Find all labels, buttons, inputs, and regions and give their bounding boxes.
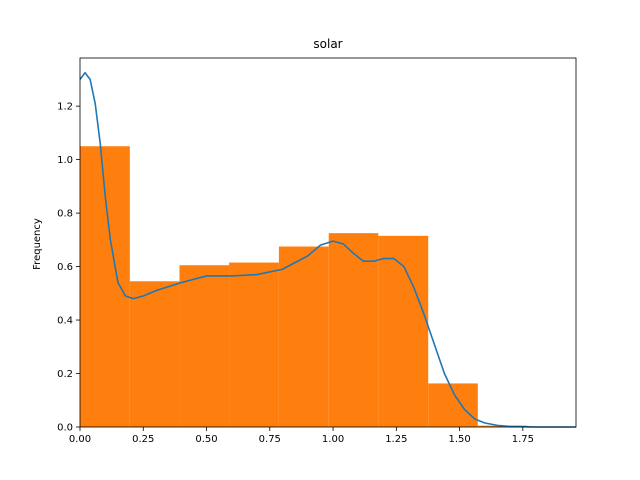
histogram-bar-2 [179,265,230,427]
histogram-bar-5 [328,233,379,427]
x-tick-label-4: 1.00 [322,434,344,445]
y-tick-label-3: 0.6 [57,262,73,273]
y-tick-label-4: 0.8 [57,209,73,220]
histogram-bar-6 [378,235,429,427]
x-tick-label-0: 0.00 [69,434,91,445]
y-tick-label-1: 0.2 [57,369,73,380]
chart-title: solar [313,37,342,51]
x-tick-label-7: 1.75 [512,434,534,445]
x-tick-label-6: 1.50 [448,434,470,445]
y-tick-label-5: 1.0 [57,155,73,166]
y-axis-ticks: 0.0 0.2 0.4 0.6 0.8 1.0 1.2 [57,102,80,434]
x-tick-label-2: 0.50 [195,434,217,445]
density-curve-group [79,71,576,428]
y-tick-label-6: 1.2 [57,102,73,113]
x-tick-label-1: 0.25 [132,434,154,445]
y-tick-label-2: 0.4 [57,316,73,327]
y-axis-label: Frequency [32,218,43,270]
y-tick-label-0: 0.0 [57,423,73,434]
x-axis-ticks: 0.00 0.25 0.50 0.75 1.00 1.25 1.50 1.75 [69,427,534,445]
density-curve [79,71,576,428]
histogram-bars [80,146,528,427]
x-tick-label-5: 1.25 [385,434,407,445]
plot-frame [79,57,577,428]
histogram-bar-1 [129,281,180,427]
histogram-bar-4 [278,246,329,427]
x-tick-label-3: 0.75 [259,434,281,445]
histogram-bar-3 [229,262,279,427]
